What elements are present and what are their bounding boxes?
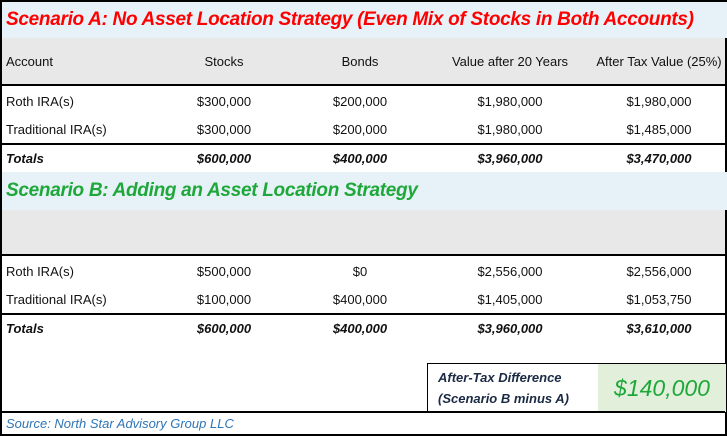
cell: $3,470,000 (626, 151, 692, 166)
table-row: Traditional IRA(s) $100,000 $400,000 $1,… (2, 285, 725, 314)
totals-row: Totals $600,000 $400,000 $3,960,000 $3,4… (2, 145, 725, 172)
cell: $400,000 (332, 151, 388, 166)
cell: $1,980,000 (626, 93, 692, 109)
cell: $200,000 (332, 122, 388, 137)
header-bonds: Bonds (341, 53, 379, 69)
header-account: Account (6, 53, 53, 69)
table-row: Traditional IRA(s) $300,000 $200,000 $1,… (2, 115, 725, 144)
cell: $1,053,750 (626, 292, 692, 307)
cell: Traditional IRA(s) (6, 122, 107, 137)
cell: $600,000 (196, 321, 252, 336)
cell: $3,610,000 (626, 321, 692, 336)
cell: Roth IRA(s) (6, 93, 74, 109)
divider (2, 143, 725, 145)
empty-header-row (2, 210, 725, 254)
cell: $500,000 (196, 263, 252, 279)
cell: $2,556,000 (626, 263, 692, 279)
cell: $3,960,000 (477, 321, 543, 336)
cell: $1,485,000 (626, 122, 692, 137)
cell: Totals (6, 151, 44, 166)
table-row: Roth IRA(s) $500,000 $0 $2,556,000 $2,55… (2, 256, 725, 286)
table-row: Roth IRA(s) $300,000 $200,000 $1,980,000… (2, 86, 725, 116)
header-row: Account Stocks Bonds Value after 20 Year… (2, 38, 725, 84)
divider (2, 254, 725, 256)
header-value: Value after 20 Years (451, 53, 569, 69)
cell: $1,980,000 (477, 93, 543, 109)
cell: $400,000 (332, 292, 388, 307)
cell: $1,405,000 (477, 292, 543, 307)
difference-label-line1: After-Tax Difference (438, 370, 562, 385)
cell: $0 (352, 263, 368, 279)
scenario-a-title: Scenario A: No Asset Location Strategy (… (2, 2, 727, 38)
cell: Totals (6, 321, 44, 336)
header-stocks: Stocks (204, 53, 244, 69)
header-after-tax: After Tax Value (25%) (596, 53, 722, 69)
cell: Roth IRA(s) (6, 263, 74, 279)
cell: Traditional IRA(s) (6, 292, 107, 307)
cell: $3,960,000 (477, 151, 543, 166)
divider (2, 411, 725, 413)
source-note: Source: North Star Advisory Group LLC (6, 416, 234, 431)
cell: $300,000 (196, 122, 252, 137)
after-tax-difference: After-Tax Difference (Scenario B minus A… (427, 363, 726, 412)
cell: $200,000 (332, 93, 388, 109)
divider (2, 313, 725, 315)
totals-row: Totals $600,000 $400,000 $3,960,000 $3,6… (2, 315, 725, 342)
cell: $300,000 (196, 93, 252, 109)
difference-value: $140,000 (598, 364, 726, 412)
cell: $2,556,000 (477, 263, 543, 279)
divider (2, 84, 725, 86)
cell: $1,980,000 (477, 122, 543, 137)
cell: $600,000 (196, 151, 252, 166)
difference-label: After-Tax Difference (Scenario B minus A… (428, 364, 598, 412)
cell: $400,000 (332, 321, 388, 336)
difference-label-line2: (Scenario B minus A) (438, 391, 569, 406)
cell: $100,000 (196, 292, 252, 307)
scenario-b-title: Scenario B: Adding an Asset Location Str… (2, 172, 727, 210)
